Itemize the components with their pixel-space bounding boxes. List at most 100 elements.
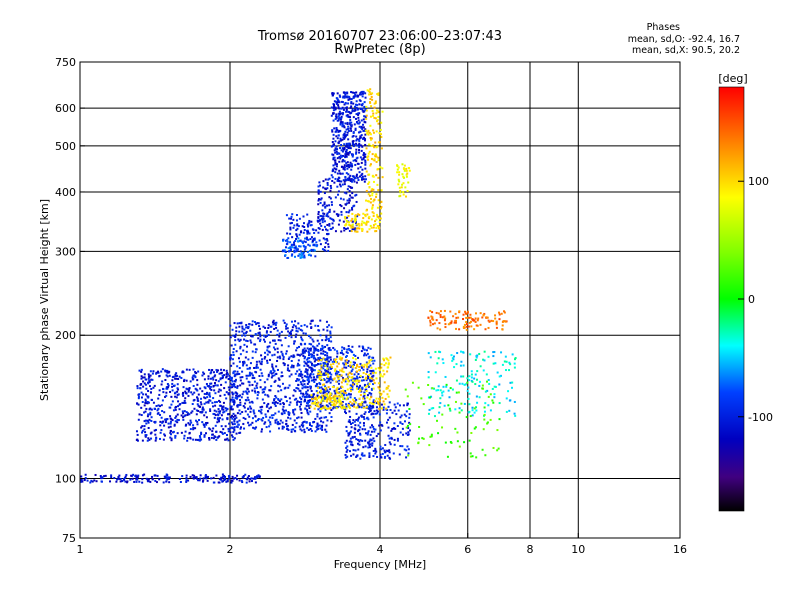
- echo-point: [453, 366, 456, 369]
- echo-point: [241, 481, 244, 484]
- echo-point: [363, 180, 366, 183]
- echo-point: [311, 368, 314, 371]
- echo-point: [316, 344, 319, 347]
- echo-point: [374, 452, 377, 455]
- echo-point: [235, 373, 238, 376]
- echo-point: [405, 456, 408, 459]
- echo-point: [149, 391, 152, 394]
- echo-point: [345, 355, 348, 358]
- echo-point: [384, 451, 387, 454]
- echo-point: [296, 353, 299, 356]
- echo-point: [254, 333, 257, 336]
- echo-point: [439, 402, 442, 405]
- echo-point: [285, 327, 288, 330]
- echo-point: [170, 437, 173, 440]
- echo-point: [352, 143, 355, 146]
- echo-point: [343, 164, 346, 167]
- echo-point: [303, 251, 306, 254]
- echo-point: [247, 358, 250, 361]
- echo-point: [316, 375, 319, 378]
- echo-point: [293, 249, 296, 252]
- echo-point: [401, 173, 404, 176]
- echo-point: [141, 481, 144, 484]
- echo-point: [450, 321, 453, 324]
- echo-point: [488, 382, 491, 385]
- echo-point: [336, 137, 339, 140]
- echo-point: [341, 183, 344, 186]
- echo-point: [192, 399, 195, 402]
- echo-point: [336, 97, 339, 100]
- echo-point: [315, 364, 318, 367]
- echo-point: [300, 370, 303, 373]
- echo-point: [351, 180, 354, 183]
- echo-point: [206, 396, 209, 399]
- echo-point: [274, 412, 277, 415]
- echo-point: [324, 354, 327, 357]
- echo-point: [478, 384, 481, 387]
- echo-point: [177, 400, 180, 403]
- echo-point: [373, 146, 376, 149]
- echo-point: [343, 183, 346, 186]
- echo-point: [237, 423, 240, 426]
- echo-point: [302, 231, 305, 234]
- echo-point: [309, 374, 312, 377]
- echo-point: [378, 424, 381, 427]
- echo-point: [250, 407, 253, 410]
- echo-point: [460, 402, 463, 405]
- echo-point: [369, 201, 372, 204]
- echo-point: [282, 401, 285, 404]
- echo-point: [340, 120, 343, 123]
- echo-point: [158, 478, 161, 481]
- echo-point: [296, 223, 299, 226]
- echo-point: [367, 133, 370, 136]
- echo-point: [197, 404, 200, 407]
- echo-point: [346, 377, 349, 380]
- echo-point: [189, 428, 192, 431]
- echo-point: [241, 327, 244, 330]
- echo-point: [162, 438, 165, 441]
- echo-point: [109, 480, 112, 483]
- echo-point: [326, 356, 329, 359]
- echo-point: [332, 143, 335, 146]
- echo-point: [272, 371, 275, 374]
- echo-point: [367, 220, 370, 223]
- echo-point: [205, 382, 208, 385]
- echo-point: [240, 479, 243, 482]
- echo-point: [275, 373, 278, 376]
- echo-point: [155, 481, 158, 484]
- echo-point: [397, 183, 400, 186]
- echo-point: [150, 387, 153, 390]
- echo-point: [149, 480, 152, 483]
- echo-point: [316, 413, 319, 416]
- echo-point: [218, 481, 221, 484]
- echo-point: [278, 335, 281, 338]
- echo-point: [239, 404, 242, 407]
- echo-point: [293, 255, 296, 258]
- echo-point: [399, 421, 402, 424]
- echo-point: [299, 374, 302, 377]
- echo-point: [328, 412, 331, 415]
- echo-point: [290, 336, 293, 339]
- echo-point: [148, 385, 151, 388]
- echo-point: [329, 397, 332, 400]
- echo-point: [367, 430, 370, 433]
- echo-point: [143, 376, 146, 379]
- echo-point: [345, 403, 348, 406]
- echo-point: [295, 329, 298, 332]
- echo-point: [346, 131, 349, 134]
- echo-point: [487, 326, 490, 329]
- echo-point: [377, 216, 380, 219]
- echo-point: [293, 413, 296, 416]
- echo-point: [328, 224, 331, 227]
- echo-point: [329, 332, 332, 335]
- echo-point: [382, 369, 385, 372]
- echo-point: [371, 444, 374, 447]
- echo-point: [219, 400, 222, 403]
- echo-point: [477, 317, 480, 320]
- echo-point: [230, 378, 233, 381]
- echo-point: [358, 403, 361, 406]
- echo-point: [319, 190, 322, 193]
- echo-point: [337, 371, 340, 374]
- echo-point: [338, 130, 341, 133]
- echo-point: [447, 389, 450, 392]
